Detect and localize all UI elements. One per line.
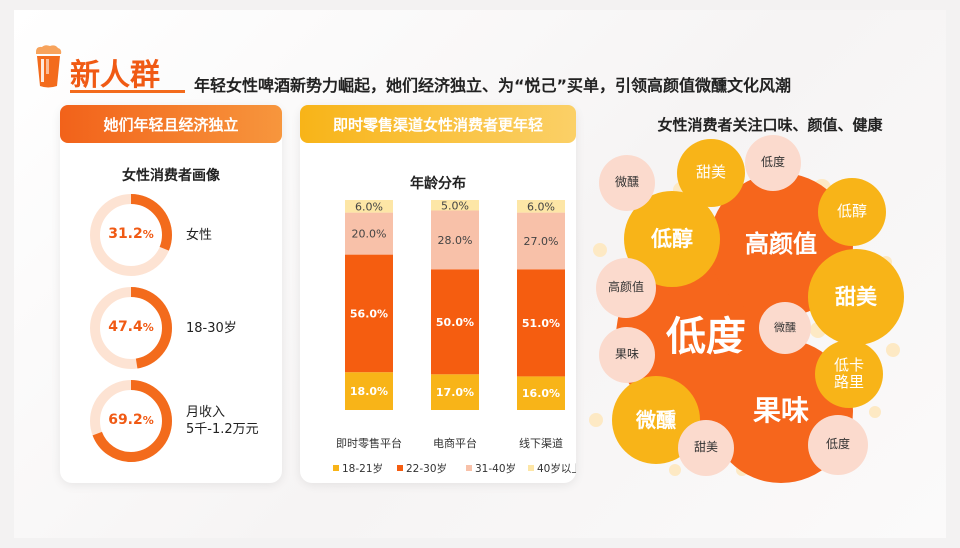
donut-arc — [90, 194, 172, 276]
legend-swatch — [466, 465, 472, 471]
donut-label: 女性 — [186, 227, 213, 243]
legend-label: 31-40岁 — [475, 462, 516, 475]
keyword-bubble: 微醺 — [759, 302, 811, 354]
data-label: 5.0% — [441, 199, 469, 212]
data-label: 27.0% — [524, 235, 559, 248]
legend-swatch — [333, 465, 339, 471]
donut-value: 31.2% — [108, 226, 154, 242]
age-chart-panel-header: 即时零售渠道女性消费者更年轻 — [300, 105, 576, 143]
legend-label: 22-30岁 — [406, 462, 447, 475]
x-tick-label: 线下渠道 — [519, 436, 563, 450]
page-title: 新人群 — [70, 58, 160, 93]
data-label: 16.0% — [522, 387, 560, 400]
keyword-bubble: 低度 — [745, 135, 801, 191]
donut-label: 18-30岁 — [186, 320, 237, 336]
keyword-bubble: 微醺 — [599, 155, 655, 211]
legend-swatch — [397, 465, 403, 471]
page-subtitle: 年轻女性啤酒新势力崛起，她们经济独立、为“悦己”买单，引领高颜值微醺文化风潮 — [194, 76, 792, 95]
profile-panel-header: 她们年轻且经济独立 — [60, 105, 282, 143]
bar-segment — [345, 200, 393, 213]
donut-value: 47.4% — [108, 319, 154, 335]
keyword-bubble: 低度 — [808, 415, 868, 475]
bar-segment — [431, 374, 479, 410]
data-label: 20.0% — [352, 228, 387, 241]
bar-segment — [517, 376, 565, 410]
bar-segment — [517, 269, 565, 377]
data-label: 6.0% — [355, 200, 383, 213]
x-tick-label: 电商平台 — [433, 436, 477, 450]
data-label: 17.0% — [436, 386, 474, 399]
data-label: 51.0% — [522, 317, 560, 330]
slide: 新人群 年轻女性啤酒新势力崛起，她们经济独立、为“悦己”买单，引领高颜值微醺文化… — [14, 10, 946, 538]
decorative-dot — [669, 464, 681, 476]
data-label: 6.0% — [527, 200, 555, 213]
bar-segment — [345, 372, 393, 410]
donut-chart — [90, 194, 172, 276]
bar-segment — [517, 200, 565, 213]
donut-arc — [90, 380, 172, 462]
bar-segment — [431, 200, 479, 211]
legend-label: 40岁以上 — [537, 462, 576, 475]
donut-chart — [90, 287, 172, 369]
x-tick-label: 即时零售平台 — [336, 436, 402, 450]
donut-chart — [90, 380, 172, 462]
bar-segment — [517, 212, 565, 270]
data-label: 28.0% — [438, 234, 473, 247]
bar-segment — [431, 210, 479, 270]
keyword-bubble: 低卡 路里 — [815, 340, 883, 408]
decorative-dot — [593, 243, 607, 257]
keyword-bubble: 甜美 — [678, 420, 734, 476]
keyword-bubble: 低醇 — [818, 178, 886, 246]
keyword-bubble: 高颜值 — [596, 258, 656, 318]
decorative-dot — [589, 413, 603, 427]
legend-swatch — [528, 465, 534, 471]
legend-label: 18-21岁 — [342, 462, 383, 475]
bubble-cloud-title: 女性消费者关注口味、颜值、健康 — [657, 116, 883, 134]
keyword-bubble: 甜美 — [808, 249, 904, 345]
chart-title: 年龄分布 — [410, 175, 466, 192]
profile-subtitle: 女性消费者画像 — [122, 168, 220, 184]
data-label: 18.0% — [350, 385, 388, 398]
decorative-dot — [869, 406, 881, 418]
donut-label: 月收入 5千-1.2万元 — [186, 405, 259, 437]
data-label: 50.0% — [436, 316, 474, 329]
bar-segment — [345, 212, 393, 255]
age-distribution-chart: 年龄分布 18.0% 56.0% 20.0% 6.0% 即时零售平台 17.0% 50.0% 2… — [333, 175, 576, 475]
title-underline — [70, 90, 185, 93]
beer-mug-icon — [36, 45, 62, 88]
bar-segment — [345, 254, 393, 373]
data-label: 56.0% — [350, 307, 388, 320]
bar-segment — [431, 269, 479, 375]
keyword-bubble: 果味 — [599, 327, 655, 383]
decorative-dot — [886, 343, 900, 357]
donut-arc — [90, 287, 172, 369]
keyword-bubble: 甜美 — [677, 139, 745, 207]
donut-value: 69.2% — [108, 412, 154, 428]
